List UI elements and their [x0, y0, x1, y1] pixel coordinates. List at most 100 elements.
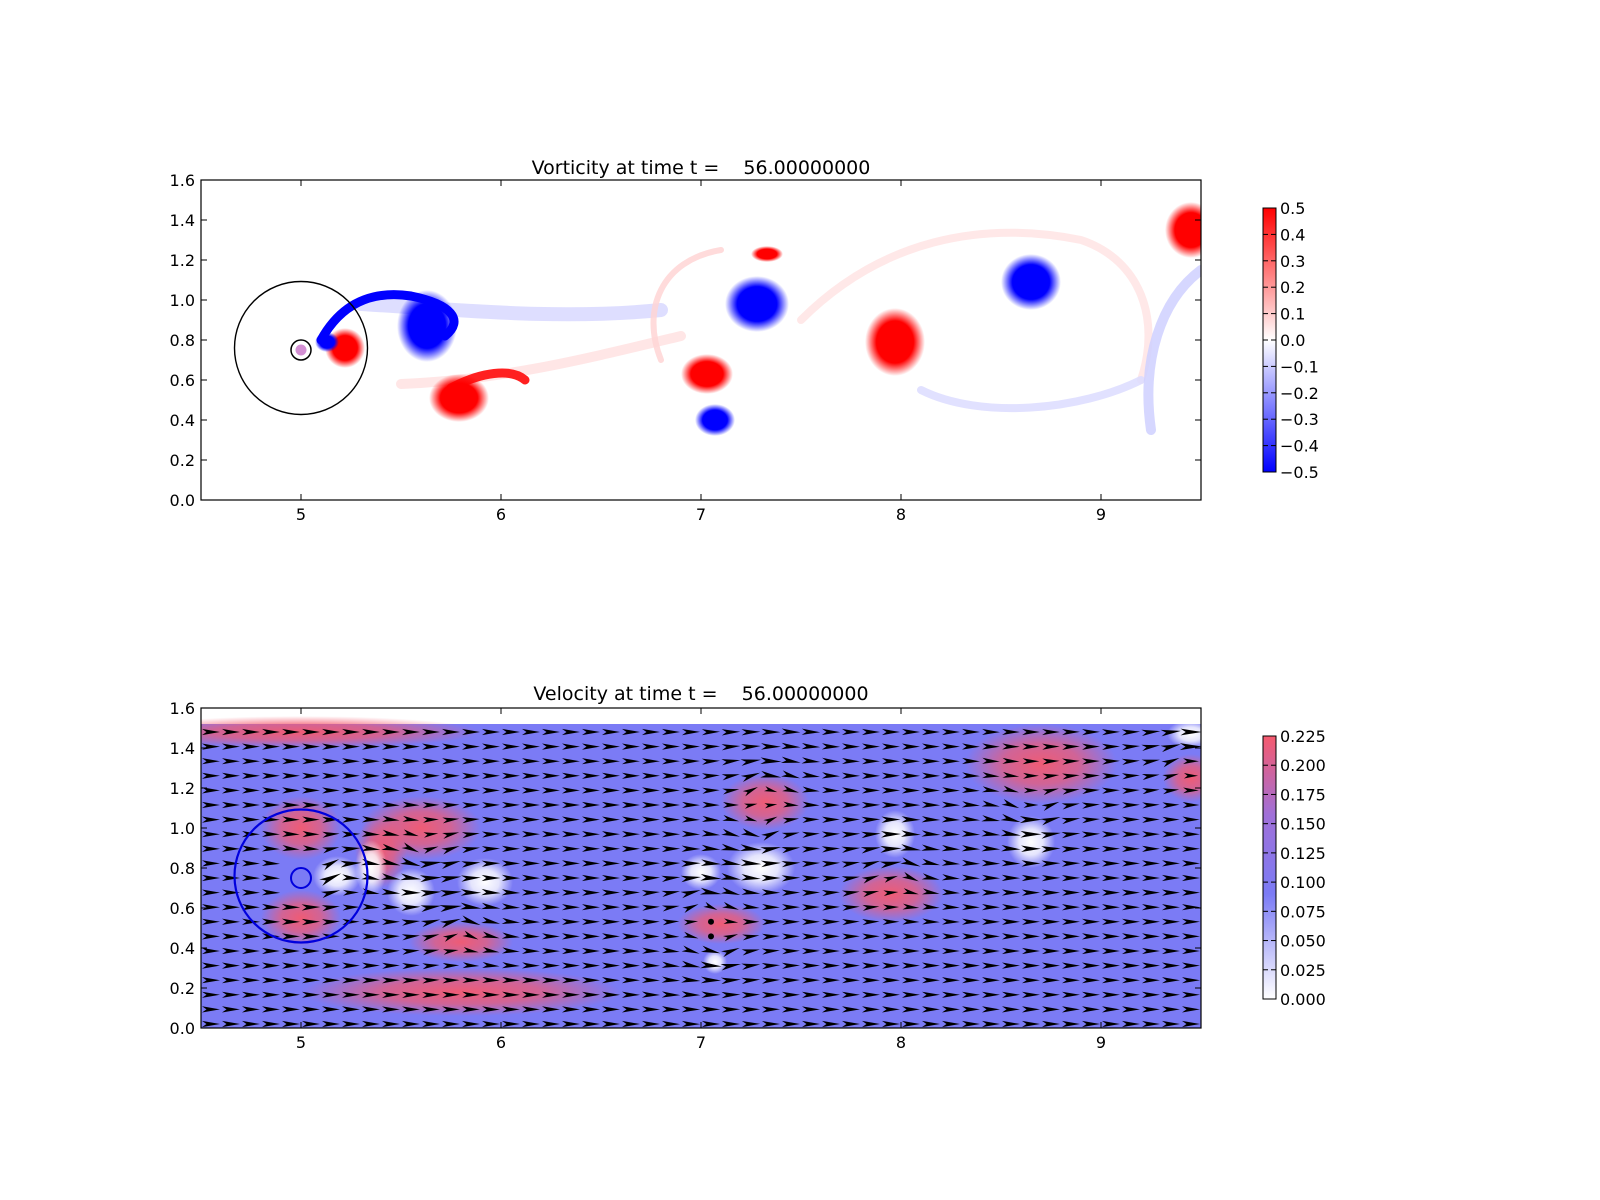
velocity-arrow: [1062, 773, 1080, 780]
colorbar-tick-label: 0.125: [1280, 844, 1326, 863]
velocity-arrow: [341, 846, 361, 853]
velocity-arrow: [420, 905, 442, 912]
velocity-arrow: [1182, 962, 1200, 969]
velocity-arrow: [582, 743, 600, 750]
velocity-arrow: [841, 787, 861, 794]
velocity-arrow: [440, 890, 462, 897]
velocity-arrow: [761, 874, 781, 882]
velocity-arrow: [683, 919, 699, 926]
velocity-arrow: [1142, 991, 1160, 998]
velocity-arrow: [621, 772, 641, 779]
velocity-arrow: [1142, 874, 1160, 882]
velocity-arrow: [362, 962, 380, 969]
velocity-arrow: [322, 1006, 340, 1013]
velocity-arrow: [541, 947, 560, 955]
velocity-arrow: [282, 728, 300, 736]
velocity-arrow: [362, 977, 380, 984]
velocity-arrow: [202, 728, 220, 736]
velocity-arrow: [561, 1006, 580, 1013]
velocity-arrow: [661, 801, 680, 809]
velocity-arrow: [420, 919, 441, 928]
velocity-arrow: [581, 816, 601, 823]
velocity-arrow: [601, 904, 620, 911]
velocity-arrow: [521, 874, 541, 882]
velocity-arrow: [941, 859, 961, 866]
velocity-arrow: [1101, 904, 1121, 911]
velocity-arrow: [281, 933, 301, 940]
velocity-arrow: [1041, 874, 1061, 882]
velocity-arrow: [621, 1020, 641, 1028]
velocity-arrow: [861, 787, 881, 794]
velocity-arrow: [641, 728, 661, 736]
velocity-arrow: [901, 787, 921, 794]
velocity-arrow: [801, 977, 821, 984]
positive-vortex: [429, 374, 489, 422]
velocity-arrow: [781, 728, 801, 735]
velocity-arrow: [601, 962, 620, 969]
velocity-arrow: [322, 787, 340, 794]
velocity-arrow: [342, 933, 360, 940]
velocity-arrow: [641, 845, 661, 853]
x-tick-label: 7: [696, 1033, 706, 1052]
velocity-arrow: [981, 889, 1001, 896]
velocity-arrow: [521, 918, 541, 925]
velocity-arrow: [282, 743, 300, 750]
velocity-arrow: [602, 947, 620, 955]
velocity-arrow: [402, 728, 420, 736]
velocity-arrow: [222, 772, 240, 779]
velocity-arrow: [1000, 829, 1021, 837]
velocity-arrow: [761, 889, 781, 896]
velocity-arrow: [521, 831, 541, 838]
velocity-arrow: [1182, 904, 1200, 911]
velocity-arrow: [1021, 845, 1041, 853]
velocity-arrow: [402, 801, 420, 808]
velocity-arrow: [661, 991, 681, 998]
velocity-arrow: [721, 1020, 741, 1028]
velocity-arrow: [761, 830, 780, 841]
velocity-arrow: [680, 890, 701, 899]
velocity-arrow: [1162, 802, 1180, 809]
velocity-arrow: [1162, 1020, 1180, 1028]
velocity-arrow: [741, 1006, 761, 1013]
velocity-arrow: [760, 860, 781, 868]
velocity-arrow: [1061, 817, 1081, 825]
velocity-arrow: [601, 874, 621, 882]
velocity-arrow: [860, 847, 881, 854]
colorbar-tick-label: −0.3: [1280, 410, 1319, 429]
velocity-arrow: [761, 728, 781, 736]
velocity-arrow: [302, 743, 320, 750]
velocity-arrow: [419, 861, 443, 869]
velocity-arrow: [382, 815, 400, 822]
velocity-arrow: [741, 743, 761, 751]
velocity-arrow: [541, 860, 561, 867]
velocity-arrow: [1102, 1020, 1120, 1028]
velocity-arrow: [741, 977, 761, 985]
velocity-arrow: [461, 875, 481, 882]
velocity-arrow: [581, 845, 601, 852]
velocity-arrow: [861, 816, 881, 824]
velocity-arrow: [821, 977, 840, 984]
velocity-arrow: [942, 1020, 960, 1028]
velocity-arrow: [442, 772, 460, 779]
velocity-arrow: [422, 1020, 440, 1028]
velocity-arrow: [921, 787, 941, 794]
velocity-arrow: [962, 757, 980, 765]
velocity-arrow: [1062, 743, 1080, 750]
velocity-arrow: [781, 904, 801, 911]
velocity-arrow: [601, 728, 621, 736]
velocity-arrow: [1021, 962, 1041, 969]
vorticity-title: Vorticity at time t = 56.00000000: [532, 157, 871, 179]
velocity-arrow: [481, 860, 501, 867]
velocity-arrow: [982, 728, 1000, 736]
velocity-arrow: [1101, 860, 1121, 867]
velocity-arrow: [262, 728, 280, 736]
velocity-arrow: [1081, 845, 1101, 853]
velocity-arrow: [841, 816, 861, 823]
velocity-arrow: [322, 947, 340, 955]
velocity-arrow: [961, 786, 980, 793]
velocity-arrow: [302, 816, 320, 823]
velocity-arrow: [342, 801, 360, 809]
velocity-arrow: [821, 904, 840, 911]
velocity-arrow: [882, 977, 900, 984]
velocity-arrow: [742, 934, 760, 941]
